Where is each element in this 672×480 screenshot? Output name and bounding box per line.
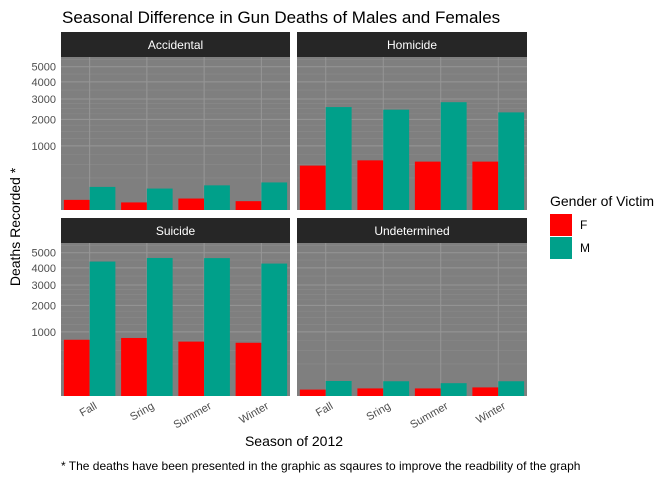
y-tick-label: 3000 [32,94,56,106]
bar-undetermined-fall-f [299,389,326,396]
bar-accidental-fall-m [89,186,116,210]
bar-homicide-fall-m [325,107,352,210]
bar-accidental-winter-m [261,182,288,210]
bar-homicide-winter-f [472,161,499,210]
x-tick-label-fall: Fall [314,400,335,419]
x-axis-label: Season of 2012 [245,433,343,449]
bar-suicide-fall-m [89,261,116,396]
y-tick-label: 1000 [32,327,56,339]
bar-accidental-winter-f [235,201,262,210]
bar-homicide-sring-f [357,160,384,210]
y-tick-label: 1000 [32,141,56,153]
bar-suicide-summer-f [178,341,205,396]
bar-accidental-sring-m [146,188,173,210]
x-tick-label-sring: Sring [365,400,393,423]
bar-accidental-sring-f [121,202,147,210]
x-tick-label-summer: Summer [408,400,450,431]
y-tick-label: 4000 [32,77,56,89]
bar-suicide-fall-f [63,339,90,396]
facet-strip-label: Accidental [148,38,203,52]
y-tick-label: 5000 [32,248,56,260]
bar-suicide-winter-m [261,263,288,396]
y-tick-label: 2000 [32,300,56,312]
legend-swatch-m [550,237,572,259]
y-tick-label: 4000 [32,263,56,275]
bar-suicide-sring-f [121,337,147,396]
facet-strip-label: Undetermined [374,224,449,238]
bar-accidental-summer-m [204,185,230,210]
bar-undetermined-summer-f [414,388,441,396]
bar-undetermined-winter-m [498,381,525,396]
y-tick-label: 5000 [32,62,56,74]
bar-accidental-summer-f [178,198,205,210]
bar-homicide-summer-m [440,102,467,210]
bar-suicide-winter-f [235,342,262,396]
x-tick-label-winter: Winter [474,400,508,426]
bar-accidental-fall-f [63,199,90,210]
x-tick-label-winter: Winter [237,400,271,426]
legend-label-m: M [580,241,590,255]
chart-caption: * The deaths have been presented in the … [61,459,580,473]
y-tick-label: 2000 [32,114,56,126]
panel-background [297,243,527,396]
bar-suicide-sring-m [146,257,173,396]
legend-title: Gender of Victim [550,193,654,209]
legend: Gender of Victim F M [550,193,654,259]
legend-swatch-f [550,214,572,236]
bar-undetermined-sring-f [357,388,384,396]
bar-undetermined-winter-f [472,387,499,396]
x-tick-label-sring: Sring [128,400,156,423]
bar-homicide-fall-f [299,165,326,210]
facet-strip-label: Homicide [387,38,437,52]
bar-suicide-summer-m [204,258,230,396]
legend-label-f: F [580,218,587,232]
bar-homicide-winter-m [498,112,525,210]
facet-strip-label: Suicide [156,224,196,238]
facet-panels: Accidental Homicide Suicide Undetermined [61,32,527,396]
bar-undetermined-sring-m [383,381,410,396]
facet-strip [61,218,290,243]
panel-homicide: Homicide [297,32,527,210]
x-tick-label-fall: Fall [78,400,99,419]
y-axis-label: Deaths Recorded * [7,167,23,286]
panel-suicide: Suicide [61,218,290,396]
panel-background [61,57,290,210]
bar-homicide-sring-m [383,109,410,210]
facet-strip [297,218,527,243]
bar-undetermined-summer-m [440,383,467,396]
panel-accidental: Accidental [61,32,290,210]
facet-strip [297,32,527,57]
x-tick-label-summer: Summer [172,400,214,431]
facet-strip [61,32,290,57]
chart-title: Seasonal Difference in Gun Deaths of Mal… [62,8,500,27]
y-tick-label: 3000 [32,280,56,292]
bar-homicide-summer-f [414,161,441,210]
panel-undetermined: Undetermined [297,218,527,396]
bar-undetermined-fall-m [325,380,352,396]
